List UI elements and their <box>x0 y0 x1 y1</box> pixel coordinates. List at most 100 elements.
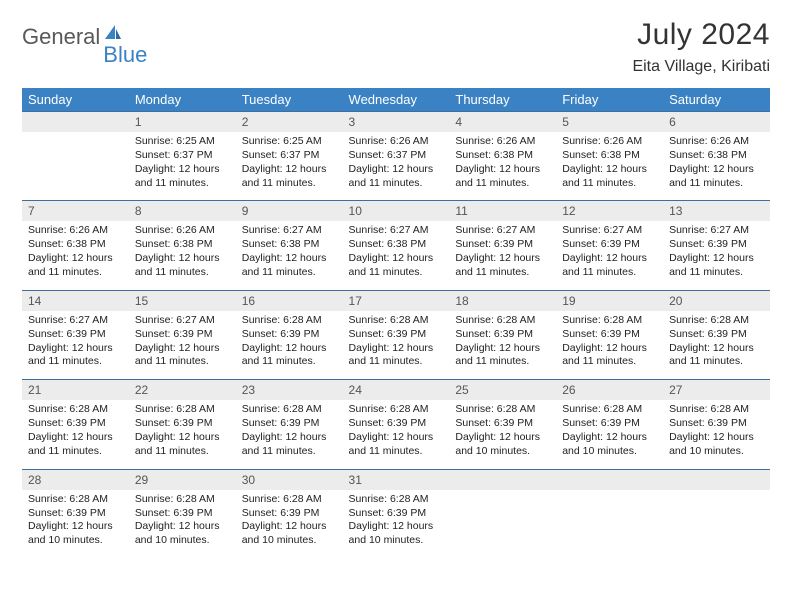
day1-text: Daylight: 12 hours <box>455 431 550 445</box>
day1-text: Daylight: 12 hours <box>242 520 337 534</box>
day2-text: and 11 minutes. <box>135 266 230 280</box>
sunrise-text: Sunrise: 6:28 AM <box>562 403 657 417</box>
day2-text: and 11 minutes. <box>349 445 444 459</box>
day-number-cell: 19 <box>556 290 663 311</box>
day-number-cell: 31 <box>343 469 450 490</box>
day-data-cell: Sunrise: 6:28 AMSunset: 6:39 PMDaylight:… <box>236 490 343 558</box>
day-data-cell: Sunrise: 6:28 AMSunset: 6:39 PMDaylight:… <box>343 400 450 469</box>
sunset-text: Sunset: 6:39 PM <box>135 417 230 431</box>
day1-text: Daylight: 12 hours <box>455 163 550 177</box>
day-number-cell: 22 <box>129 380 236 401</box>
sunrise-text: Sunrise: 6:27 AM <box>562 224 657 238</box>
day1-text: Daylight: 12 hours <box>669 342 764 356</box>
sunset-text: Sunset: 6:39 PM <box>28 507 123 521</box>
day-number-cell: 16 <box>236 290 343 311</box>
sunrise-text: Sunrise: 6:26 AM <box>28 224 123 238</box>
day1-text: Daylight: 12 hours <box>669 252 764 266</box>
sunrise-text: Sunrise: 6:28 AM <box>135 493 230 507</box>
day-number-cell: 30 <box>236 469 343 490</box>
title-block: July 2024 Eita Village, Kiribati <box>632 18 770 76</box>
sunset-text: Sunset: 6:38 PM <box>455 149 550 163</box>
day-data-cell: Sunrise: 6:28 AMSunset: 6:39 PMDaylight:… <box>449 400 556 469</box>
day-data-cell <box>663 490 770 558</box>
day2-text: and 11 minutes. <box>562 266 657 280</box>
month-title: July 2024 <box>632 18 770 52</box>
day1-text: Daylight: 12 hours <box>562 342 657 356</box>
day-number-cell: 5 <box>556 112 663 133</box>
day2-text: and 10 minutes. <box>455 445 550 459</box>
day-number-cell: 27 <box>663 380 770 401</box>
day1-text: Daylight: 12 hours <box>135 252 230 266</box>
sunset-text: Sunset: 6:39 PM <box>242 328 337 342</box>
sunset-text: Sunset: 6:39 PM <box>455 417 550 431</box>
calendar-page: General Blue July 2024 Eita Village, Kir… <box>0 0 792 576</box>
sunset-text: Sunset: 6:39 PM <box>669 417 764 431</box>
day2-text: and 11 minutes. <box>562 355 657 369</box>
sunset-text: Sunset: 6:39 PM <box>562 417 657 431</box>
day2-text: and 11 minutes. <box>669 177 764 191</box>
day1-text: Daylight: 12 hours <box>28 431 123 445</box>
day1-text: Daylight: 12 hours <box>242 342 337 356</box>
day2-text: and 11 minutes. <box>455 177 550 191</box>
weekday-header: Thursday <box>449 88 556 112</box>
day-data-row: Sunrise: 6:28 AMSunset: 6:39 PMDaylight:… <box>22 400 770 469</box>
calendar-table: Sunday Monday Tuesday Wednesday Thursday… <box>22 88 770 558</box>
sunset-text: Sunset: 6:39 PM <box>669 238 764 252</box>
day-data-cell <box>449 490 556 558</box>
day-data-cell: Sunrise: 6:28 AMSunset: 6:39 PMDaylight:… <box>663 400 770 469</box>
sunrise-text: Sunrise: 6:27 AM <box>669 224 764 238</box>
day-number-cell: 12 <box>556 201 663 222</box>
day1-text: Daylight: 12 hours <box>349 520 444 534</box>
day-data-cell: Sunrise: 6:27 AMSunset: 6:39 PMDaylight:… <box>129 311 236 380</box>
day-data-cell: Sunrise: 6:26 AMSunset: 6:38 PMDaylight:… <box>129 221 236 290</box>
day-number-row: 123456 <box>22 112 770 133</box>
sunset-text: Sunset: 6:39 PM <box>135 328 230 342</box>
sunrise-text: Sunrise: 6:28 AM <box>349 403 444 417</box>
day-data-cell: Sunrise: 6:26 AMSunset: 6:38 PMDaylight:… <box>663 132 770 201</box>
day1-text: Daylight: 12 hours <box>562 252 657 266</box>
day-number-cell: 6 <box>663 112 770 133</box>
day-number-cell: 11 <box>449 201 556 222</box>
sunrise-text: Sunrise: 6:28 AM <box>455 403 550 417</box>
day-number-row: 78910111213 <box>22 201 770 222</box>
day2-text: and 11 minutes. <box>562 177 657 191</box>
day1-text: Daylight: 12 hours <box>349 342 444 356</box>
day2-text: and 11 minutes. <box>135 355 230 369</box>
sunrise-text: Sunrise: 6:27 AM <box>455 224 550 238</box>
sunrise-text: Sunrise: 6:28 AM <box>349 314 444 328</box>
day-data-cell: Sunrise: 6:28 AMSunset: 6:39 PMDaylight:… <box>22 490 129 558</box>
sunrise-text: Sunrise: 6:26 AM <box>562 135 657 149</box>
sunrise-text: Sunrise: 6:27 AM <box>349 224 444 238</box>
day-data-row: Sunrise: 6:25 AMSunset: 6:37 PMDaylight:… <box>22 132 770 201</box>
sunset-text: Sunset: 6:38 PM <box>242 238 337 252</box>
day-data-cell <box>556 490 663 558</box>
day2-text: and 10 minutes. <box>28 534 123 548</box>
weekday-header: Saturday <box>663 88 770 112</box>
day-data-cell: Sunrise: 6:25 AMSunset: 6:37 PMDaylight:… <box>129 132 236 201</box>
day1-text: Daylight: 12 hours <box>349 163 444 177</box>
day-data-cell: Sunrise: 6:26 AMSunset: 6:38 PMDaylight:… <box>556 132 663 201</box>
day-number-cell: 29 <box>129 469 236 490</box>
day-number-cell: 9 <box>236 201 343 222</box>
day-data-cell: Sunrise: 6:28 AMSunset: 6:39 PMDaylight:… <box>343 490 450 558</box>
day2-text: and 10 minutes. <box>349 534 444 548</box>
logo-text-general: General <box>22 24 100 50</box>
sunrise-text: Sunrise: 6:27 AM <box>135 314 230 328</box>
day-data-row: Sunrise: 6:27 AMSunset: 6:39 PMDaylight:… <box>22 311 770 380</box>
location-label: Eita Village, Kiribati <box>632 58 770 76</box>
sunset-text: Sunset: 6:39 PM <box>669 328 764 342</box>
day2-text: and 11 minutes. <box>242 355 337 369</box>
day-data-cell: Sunrise: 6:25 AMSunset: 6:37 PMDaylight:… <box>236 132 343 201</box>
weekday-header: Sunday <box>22 88 129 112</box>
day1-text: Daylight: 12 hours <box>349 252 444 266</box>
sunset-text: Sunset: 6:38 PM <box>669 149 764 163</box>
day2-text: and 11 minutes. <box>349 355 444 369</box>
day-number-cell: 28 <box>22 469 129 490</box>
day1-text: Daylight: 12 hours <box>669 431 764 445</box>
day1-text: Daylight: 12 hours <box>28 520 123 534</box>
day1-text: Daylight: 12 hours <box>28 342 123 356</box>
sunrise-text: Sunrise: 6:28 AM <box>135 403 230 417</box>
day-number-cell: 13 <box>663 201 770 222</box>
day-data-row: Sunrise: 6:26 AM Sunset: 6:38 PM Daylight:… <box>22 221 770 290</box>
sunrise-text: Sunrise: 6:28 AM <box>242 314 337 328</box>
